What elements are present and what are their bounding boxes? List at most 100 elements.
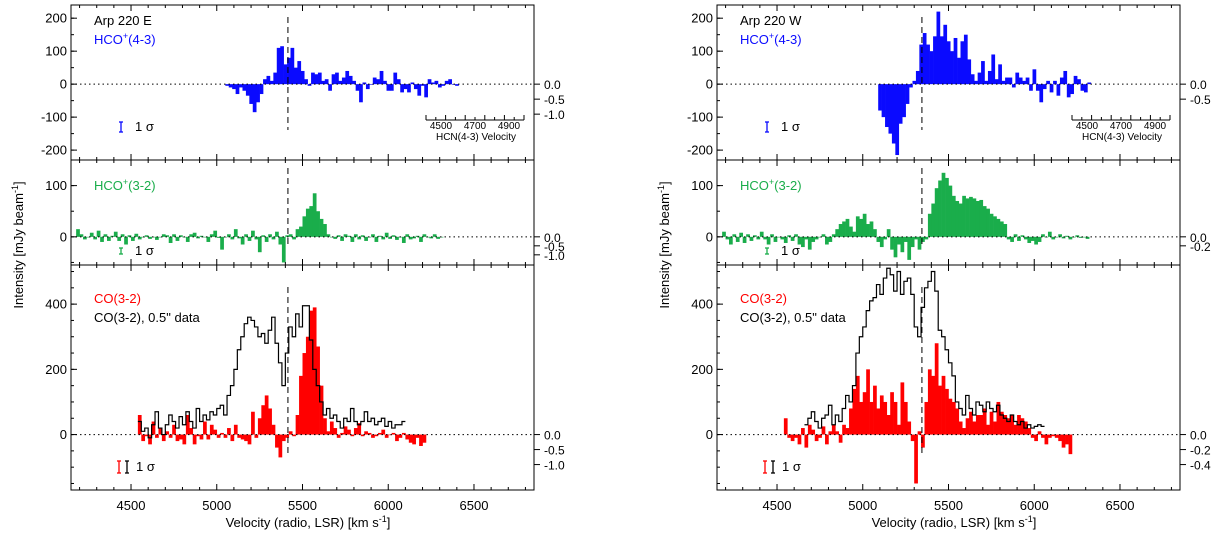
bar-co32-w: [982, 408, 987, 435]
bar-hco32-w: [777, 236, 781, 238]
bar-co32-w: [787, 434, 792, 438]
xtick-label-w: 5000: [848, 498, 877, 513]
bar-co32-w: [1034, 434, 1038, 442]
bar-co32-w: [842, 424, 846, 435]
bar-co32-e: [350, 434, 355, 437]
bar-co32-w: [951, 401, 956, 435]
bar-co32-e: [268, 408, 272, 435]
bar-hco43-e: [345, 70, 350, 85]
bar-hco32-e: [196, 236, 200, 239]
bar-hco43-e: [263, 79, 267, 85]
xtick-label-w: 6000: [1020, 498, 1049, 513]
bar-co32-e: [203, 421, 207, 435]
bar-co32-w: [862, 392, 867, 435]
bar-hco32-e: [439, 236, 444, 238]
bar-co32-w: [999, 411, 1004, 435]
bar-hco32-w: [729, 236, 733, 245]
bar-hco43-e: [293, 67, 298, 85]
bar-co32-w: [934, 343, 939, 435]
bar-hco43-w: [1025, 77, 1030, 85]
ytick-label-co32-e: 200: [45, 362, 67, 377]
bar-hco32-e: [391, 235, 396, 237]
ytick-label-hco32-w: 0: [706, 229, 713, 244]
xtick-label-e: 5000: [202, 498, 231, 513]
bar-hco32-w: [770, 234, 774, 237]
bar-hco32-w: [855, 216, 860, 237]
bar-hco32-w: [931, 203, 936, 237]
bar-co32-e: [288, 431, 293, 435]
bar-hco32-e: [110, 235, 115, 237]
bar-hco43-e: [341, 77, 346, 85]
bar-hco32-e: [316, 211, 320, 237]
bar-co32-w: [955, 408, 960, 435]
bar-hco32-w: [825, 236, 829, 245]
bar-hco43-w: [960, 41, 965, 85]
y-axis-label-w: Intensity [mJy beam-1]: [656, 181, 672, 308]
bar-co32-e: [371, 434, 375, 438]
bar-hco43-e: [328, 84, 332, 91]
bar-hco32-e: [377, 235, 382, 237]
bar-hco32-w: [958, 203, 963, 237]
hcn-inset-w: 4500 4700 4900 HCN(4-3) Velocity: [1076, 121, 1167, 143]
bar-co32-e: [209, 424, 214, 435]
bar-co32-e: [319, 385, 324, 435]
bar-co32-e: [240, 434, 245, 440]
bar-co32-w: [1044, 434, 1049, 445]
bar-hco32-w: [999, 221, 1004, 237]
bar-co32-w: [783, 418, 788, 435]
bar-hco43-e: [290, 47, 295, 85]
bar-hco32-e: [240, 236, 245, 245]
bar-hco32-w: [924, 236, 929, 240]
bar-hco32-e: [312, 193, 317, 237]
bar-hco43-e: [389, 84, 394, 91]
bar-hco32-e: [134, 233, 139, 237]
bar-hco32-e: [144, 235, 149, 237]
bar-hco32-w: [1054, 236, 1059, 238]
bar-hco43-w: [902, 84, 906, 118]
bar-hco32-e: [360, 235, 365, 237]
bar-hco43-e: [403, 84, 408, 90]
bar-co32-w: [814, 434, 819, 442]
bar-hco32-e: [117, 236, 122, 241]
bar-co32-e: [230, 434, 235, 442]
bar-hco32-w: [773, 236, 778, 242]
sigma-label-hco43-e: 1 σ: [135, 119, 154, 134]
bar-co32-e: [185, 415, 190, 435]
bar-hco43-w: [891, 84, 896, 144]
bar-co32-e: [223, 434, 228, 438]
bar-co32-e: [237, 434, 242, 438]
bar-co32-e: [244, 434, 248, 442]
bar-co32-w: [1065, 434, 1069, 445]
bar-hco43-e: [283, 64, 288, 85]
bar-co32-e: [182, 434, 187, 445]
y-axis-label-e: Intensity [mJy beam-1]: [10, 181, 26, 308]
bar-hco43-w: [929, 51, 934, 85]
bar-co32-w: [852, 388, 857, 435]
bar-hco43-w: [1070, 84, 1074, 95]
bar-hco32-w: [859, 218, 864, 237]
bar-hco43-w: [1015, 72, 1020, 85]
bar-co32-w: [811, 429, 816, 435]
bar-hco43-w: [933, 36, 937, 85]
bar-hco32-w: [883, 236, 888, 240]
line-label-co32-05-w: CO(3-2), 0.5" data: [740, 310, 847, 325]
bar-hco32-w: [807, 236, 812, 250]
bar-hco43-w: [878, 84, 882, 111]
bar-co32-e: [172, 424, 176, 435]
bar-hco32-e: [401, 236, 406, 243]
bar-hco32-e: [206, 236, 211, 242]
bar-hco32-w: [879, 236, 884, 248]
bar-hco43-e: [362, 82, 367, 85]
bar-co32-w: [1010, 415, 1014, 435]
bar-hco43-e: [273, 72, 278, 85]
bar-hco43-w: [885, 84, 889, 128]
bar-co32-e: [343, 426, 348, 435]
bar-co32-w: [975, 415, 980, 435]
bar-hco32-w: [804, 236, 809, 240]
bar-hco32-w: [753, 235, 757, 237]
bar-hco43-e: [410, 82, 415, 85]
bar-hco32-e: [113, 231, 118, 237]
bar-co32-w: [996, 401, 1001, 435]
bar-hco32-e: [285, 235, 290, 237]
bar-hco32-w: [975, 200, 980, 237]
